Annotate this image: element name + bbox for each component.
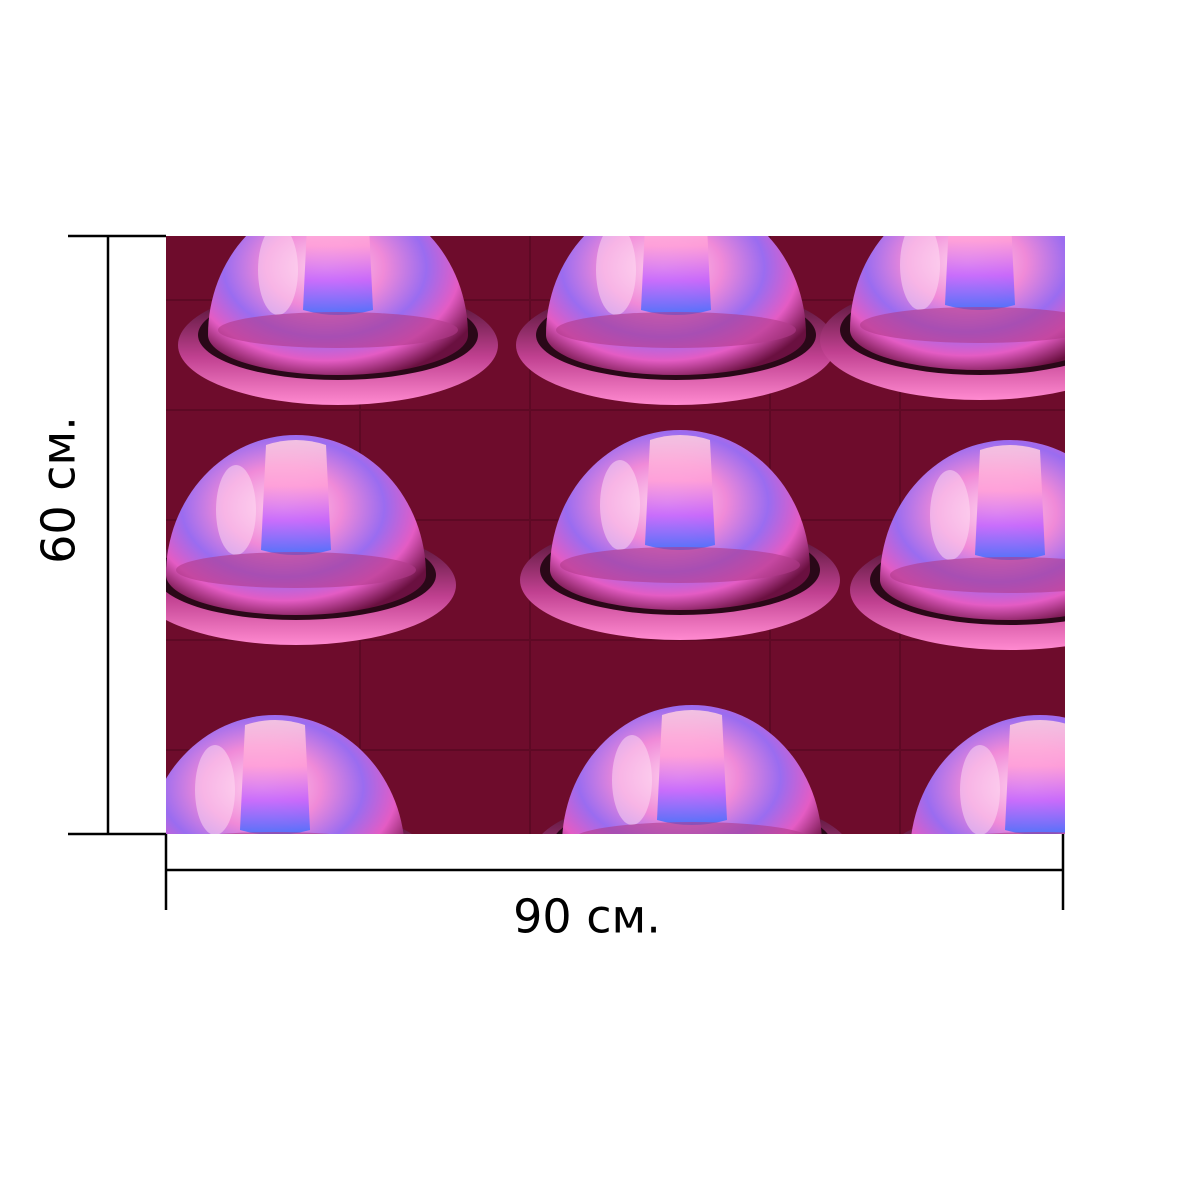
width-dimension: 90 см. xyxy=(164,834,1065,944)
photo xyxy=(166,236,1065,834)
height-dimension: 60 см. xyxy=(32,234,166,836)
height-label: 60 см. xyxy=(32,416,86,564)
width-label: 90 см. xyxy=(513,890,661,944)
